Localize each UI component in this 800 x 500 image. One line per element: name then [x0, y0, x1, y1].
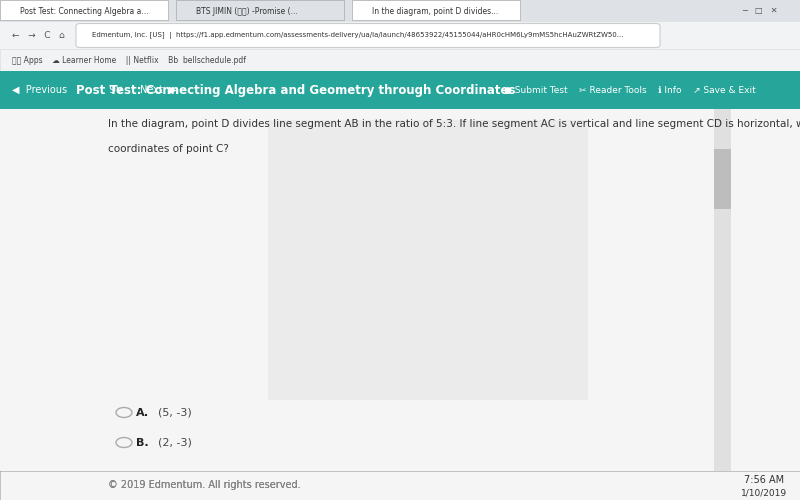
Text: Post Test: Connecting Algebra a...: Post Test: Connecting Algebra a...	[20, 6, 149, 16]
Text: © 2019 Edmentum. All rights reserved.: © 2019 Edmentum. All rights reserved.	[108, 480, 301, 490]
Text: D: D	[452, 262, 461, 274]
Text: ─   □   ✕: ─ □ ✕	[742, 6, 778, 16]
Text: coordinates of point C?: coordinates of point C?	[108, 144, 229, 154]
Text: (2, -3): (2, -3)	[158, 438, 192, 448]
Text: ←   →   C   ⌂: ← → C ⌂	[12, 31, 65, 40]
Text: © 2019 Edmentum. All rights reserved.: © 2019 Edmentum. All rights reserved.	[108, 480, 301, 490]
Text: 1/10/2019: 1/10/2019	[741, 488, 787, 497]
Text: Post Test: Connecting Algebra and Geometry through Coordinates: Post Test: Connecting Algebra and Geomet…	[76, 84, 516, 96]
Text: 9∨: 9∨	[108, 85, 123, 95]
Text: A.: A.	[136, 408, 149, 418]
Text: ◀  Previous: ◀ Previous	[12, 85, 67, 95]
Text: In the diagram, point D divides line segment AB in the ratio of 5:3. If line seg: In the diagram, point D divides line seg…	[108, 119, 800, 129]
Text: Next  ▶: Next ▶	[140, 85, 177, 95]
Text: BTS JIMIN (자슠) -Promise (...: BTS JIMIN (자슠) -Promise (...	[196, 6, 298, 16]
Text: Edmentum, Inc. [US]  |  https://f1.app.edmentum.com/assessments-delivery/ua/la/l: Edmentum, Inc. [US] | https://f1.app.edm…	[92, 32, 623, 39]
Text: ⬛⬛ Apps    ☁ Learner Home    || Netflix    Bb  bellschedule.pdf: ⬛⬛ Apps ☁ Learner Home || Netflix Bb bel…	[12, 56, 246, 64]
Text: C = (?): C = (?)	[279, 262, 320, 274]
Text: 7:56 AM: 7:56 AM	[744, 475, 784, 485]
Text: (5, -3): (5, -3)	[158, 408, 192, 418]
Text: ● Submit Test    ✂ Reader Tools    ℹ Info    ↗ Save & Exit: ● Submit Test ✂ Reader Tools ℹ Info ↗ Sa…	[504, 86, 756, 94]
Text: In the diagram, point D divides...: In the diagram, point D divides...	[372, 6, 498, 16]
Text: B = (10, 2): B = (10, 2)	[524, 148, 589, 162]
Text: A = (2, -6): A = (2, -6)	[332, 353, 394, 366]
Text: B.: B.	[136, 438, 149, 448]
